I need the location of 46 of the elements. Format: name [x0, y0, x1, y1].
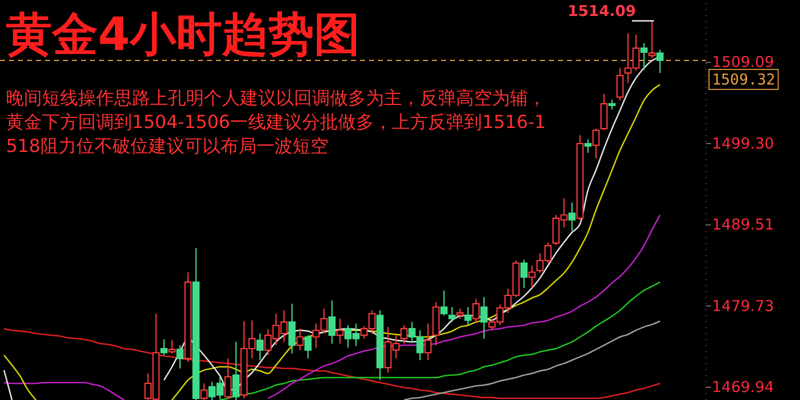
candlestick	[168, 340, 176, 354]
candlestick	[400, 324, 408, 344]
candlestick	[568, 202, 576, 232]
candlestick	[520, 259, 528, 289]
candlestick	[176, 344, 184, 370]
candlestick	[304, 334, 312, 360]
candlestick	[480, 296, 488, 340]
candlestick	[448, 306, 456, 323]
candlestick	[232, 341, 240, 400]
candlestick	[296, 328, 304, 351]
candlestick	[440, 290, 448, 316]
candlestick	[608, 98, 616, 110]
candlestick	[432, 301, 440, 346]
annotation: 1514.09	[568, 2, 636, 20]
y-tick-label: 1479.73	[712, 296, 774, 315]
y-tick-label: 1509.09	[712, 53, 774, 72]
candlestick	[288, 303, 296, 354]
line-series	[219, 281, 661, 400]
ref-line-label: 1509.32	[712, 70, 776, 88]
line-series	[403, 320, 661, 400]
candlestick	[640, 42, 648, 70]
candlestick	[192, 248, 200, 400]
candlestick	[336, 318, 344, 344]
y-tick-label: 1489.51	[712, 216, 774, 234]
candlestick	[600, 93, 608, 131]
candlestick	[256, 333, 264, 361]
line-series	[3, 328, 661, 400]
candlestick	[424, 323, 432, 361]
candlestick	[656, 49, 664, 74]
candlestick	[616, 67, 624, 102]
candlestick	[464, 306, 472, 326]
chart-title: 黄金4小时趋势图	[6, 7, 360, 61]
candlestick	[472, 298, 480, 324]
candlestick	[576, 134, 584, 221]
candlestick	[184, 272, 192, 362]
candlestick	[584, 138, 592, 154]
annotation: 晚间短线操作思路上孔明个人建议以回调做多为主，反弹高空为辅，黄金下方回调到1504-1506一线建议分批做多，上方反弹到1516-1518阻力位不破位建议可以布局一波短空	[6, 88, 546, 157]
candlestick	[528, 264, 536, 289]
y-tick-label: 1469.94	[712, 378, 774, 396]
candlestick	[376, 310, 384, 381]
candlestick	[160, 338, 168, 356]
candlestick	[648, 20, 656, 59]
candlestick	[328, 300, 336, 344]
candlestick	[456, 308, 464, 320]
y-tick-label: 1499.30	[712, 134, 774, 152]
candlestick	[592, 128, 600, 160]
